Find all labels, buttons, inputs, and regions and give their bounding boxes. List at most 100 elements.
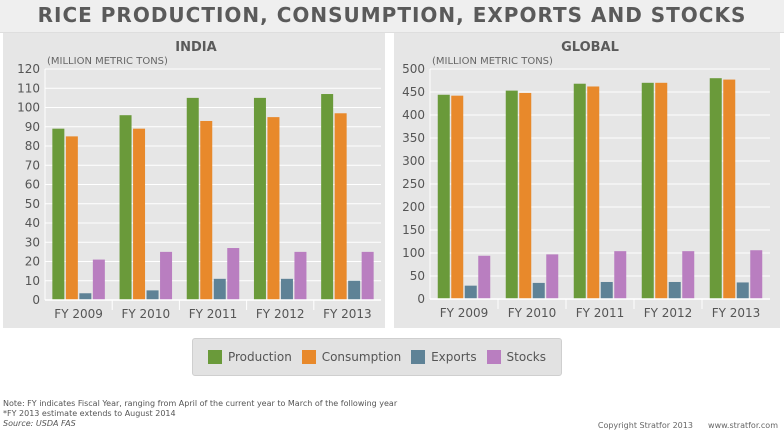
bar-consumption-fy-2013 xyxy=(723,79,736,299)
bar-exports-fy-2011 xyxy=(600,281,613,299)
bar-production-fy-2011 xyxy=(186,97,199,300)
bar-production-fy-2010 xyxy=(119,115,132,300)
copyright-text: Copyright Stratfor 2013 xyxy=(597,421,693,430)
bar-production-fy-2013 xyxy=(321,94,334,301)
bar-stocks-fy-2013 xyxy=(750,250,763,299)
x-tick-label: FY 2011 xyxy=(189,307,238,321)
x-tick-label: FY 2010 xyxy=(508,306,557,320)
legend-item-production: Production xyxy=(207,350,292,364)
y-tick-label: 200 xyxy=(402,200,425,214)
global-chart: GLOBAL (MILLION METRIC TONS) 0 50 100 150 200 2… xyxy=(402,40,770,320)
y-tick-label: 450 xyxy=(402,85,425,99)
bar-stocks-fy-2011 xyxy=(227,248,240,300)
bar-production-fy-2009 xyxy=(437,94,450,299)
y-tick-label: 70 xyxy=(25,158,40,172)
y-tick-label: 300 xyxy=(402,154,425,168)
bar-production-fy-2012 xyxy=(641,82,654,299)
y-tick-label: 110 xyxy=(17,81,40,95)
x-tick-label: FY 2013 xyxy=(323,307,372,321)
y-tick-label: 50 xyxy=(25,197,40,211)
legend-swatch-consumption xyxy=(301,350,316,364)
y-tick-label: 50 xyxy=(410,269,425,283)
bar-production-fy-2011 xyxy=(573,83,586,299)
legend-swatch-exports xyxy=(411,350,426,364)
bar-consumption-fy-2013 xyxy=(334,113,347,301)
bar-exports-fy-2009 xyxy=(464,285,477,299)
x-tick-label: FY 2009 xyxy=(54,307,103,321)
bar-stocks-fy-2009 xyxy=(478,255,491,299)
bar-exports-fy-2011 xyxy=(213,278,226,300)
copyright: Copyright Stratfor 2013 www.stratfor.com xyxy=(598,421,778,430)
y-tick-label: 100 xyxy=(17,101,40,115)
bar-exports-fy-2013 xyxy=(736,282,749,299)
bar-stocks-fy-2013 xyxy=(361,251,374,300)
bar-exports-fy-2009 xyxy=(79,293,92,300)
footnote-estimate: *FY 2013 estimate extends to August 2014 xyxy=(3,409,176,418)
bar-exports-fy-2012 xyxy=(280,278,293,300)
page-title: RICE PRODUCTION, CONSUMPTION, EXPORTS AN… xyxy=(37,3,747,27)
bar-consumption-fy-2011 xyxy=(587,86,600,299)
bar-production-fy-2009 xyxy=(52,128,65,300)
bar-exports-fy-2010 xyxy=(532,282,545,299)
bar-stocks-fy-2012 xyxy=(294,251,307,300)
x-tick-label: FY 2012 xyxy=(256,307,305,321)
y-tick-label: 0 xyxy=(417,292,425,306)
bar-production-fy-2013 xyxy=(709,78,722,299)
source-note: Source: USDA FAS xyxy=(3,419,76,428)
bar-stocks-fy-2010 xyxy=(160,251,173,300)
bar-stocks-fy-2009 xyxy=(92,259,105,300)
bar-consumption-fy-2010 xyxy=(519,92,532,299)
legend-label: Production xyxy=(227,350,292,364)
y-tick-label: 500 xyxy=(402,62,425,76)
india-chart-panel: INDIA (MILLION METRIC TONS) 0 10 20 30 40 50 60 7… xyxy=(3,33,385,328)
bar-consumption-fy-2012 xyxy=(655,82,668,299)
bar-consumption-fy-2010 xyxy=(133,128,146,300)
bar-exports-fy-2013 xyxy=(348,280,361,300)
bar-stocks-fy-2011 xyxy=(614,251,627,299)
bar-consumption-fy-2009 xyxy=(65,136,78,300)
y-tick-label: 80 xyxy=(25,139,40,153)
chart-title: INDIA xyxy=(175,40,216,55)
y-tick-label: 20 xyxy=(25,255,40,269)
y-tick-label: 0 xyxy=(32,293,40,307)
bar-exports-fy-2010 xyxy=(146,290,159,300)
x-tick-label: FY 2009 xyxy=(440,306,489,320)
x-tick-label: FY 2013 xyxy=(712,306,761,320)
bar-stocks-fy-2012 xyxy=(682,251,695,299)
bar-production-fy-2010 xyxy=(505,90,518,299)
legend-item-exports: Exports xyxy=(411,350,477,364)
global-chart-panel: GLOBAL (MILLION METRIC TONS) 0 50 100 150 200 2… xyxy=(394,33,780,328)
y-tick-label: 30 xyxy=(25,235,40,249)
y-tick-label: 90 xyxy=(25,120,40,134)
y-tick-label: 150 xyxy=(402,223,425,237)
chart-title: GLOBAL xyxy=(561,40,619,55)
legend-label: Exports xyxy=(431,350,477,364)
bar-production-fy-2012 xyxy=(253,97,266,300)
y-tick-label: 10 xyxy=(25,274,40,288)
legend-label: Stocks xyxy=(506,350,547,364)
y-tick-label: 250 xyxy=(402,177,425,191)
bar-exports-fy-2012 xyxy=(668,281,681,299)
legend-swatch-production xyxy=(207,350,222,364)
website-text: www.stratfor.com xyxy=(708,421,778,430)
y-tick-label: 100 xyxy=(402,246,425,260)
y-tick-label: 350 xyxy=(402,131,425,145)
legend-swatch-stocks xyxy=(486,350,501,364)
y-axis-label: (MILLION METRIC TONS) xyxy=(432,56,553,67)
x-tick-label: FY 2011 xyxy=(576,306,625,320)
y-tick-label: 40 xyxy=(25,216,40,230)
bar-consumption-fy-2012 xyxy=(267,117,280,300)
y-tick-label: 120 xyxy=(17,62,40,76)
x-tick-label: FY 2010 xyxy=(122,307,171,321)
footnote-fiscal-year: Note: FY indicates Fiscal Year, ranging … xyxy=(3,399,398,408)
y-tick-label: 60 xyxy=(25,178,40,192)
x-tick-label: FY 2012 xyxy=(644,306,693,320)
y-axis-label: (MILLION METRIC TONS) xyxy=(47,56,168,67)
bar-stocks-fy-2010 xyxy=(546,254,559,299)
legend-item-consumption: Consumption xyxy=(301,350,402,364)
bar-consumption-fy-2009 xyxy=(451,95,464,300)
chart-legend: Production Consumption Exports Stocks xyxy=(192,338,562,376)
y-tick-label: 400 xyxy=(402,108,425,122)
legend-label: Consumption xyxy=(321,350,402,364)
india-chart: INDIA (MILLION METRIC TONS) 0 10 20 30 40 50 60 7… xyxy=(17,40,381,321)
